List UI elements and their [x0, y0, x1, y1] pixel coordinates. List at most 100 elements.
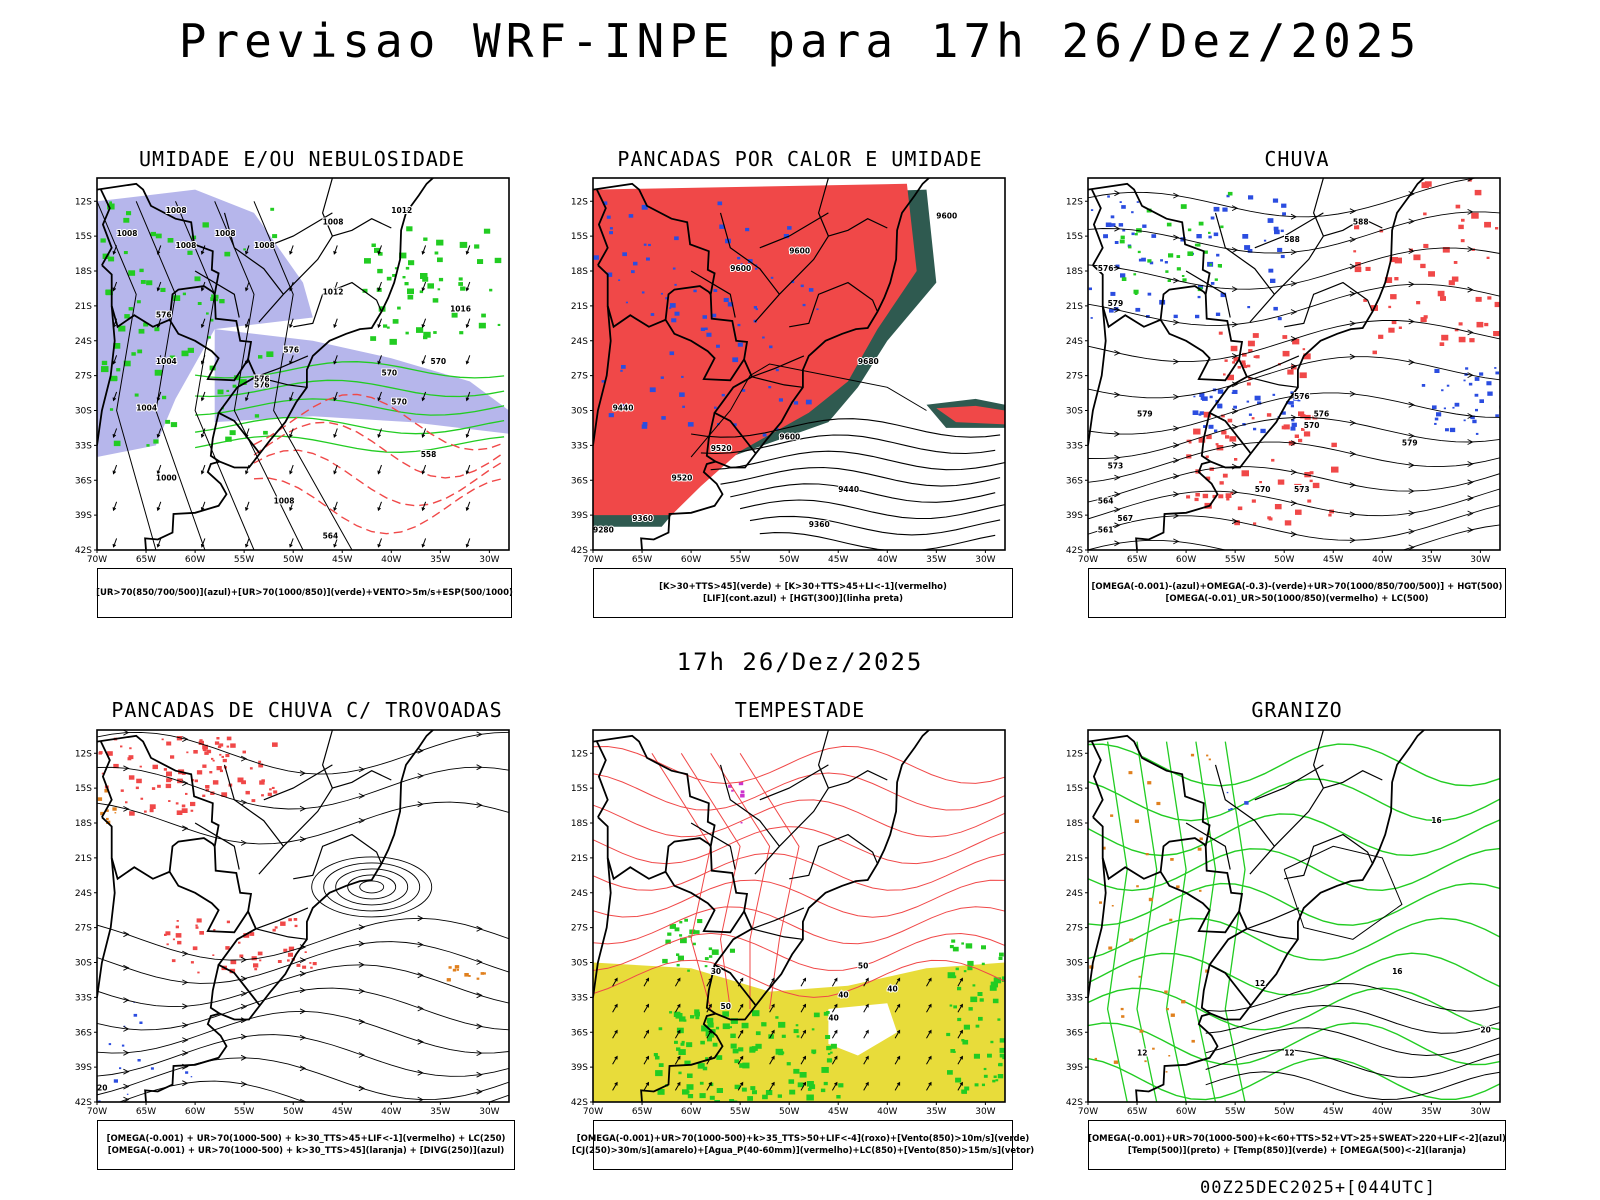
flow-arrow [358, 988, 365, 995]
flow-arrow [1173, 234, 1180, 241]
thunder-red-north2 [196, 736, 278, 803]
lon-tick-label: 55W [1225, 555, 1245, 565]
lat-tick-label: 33S [571, 441, 588, 451]
country-border [593, 857, 612, 998]
flow-arrow [299, 770, 307, 777]
map-frame [96, 177, 510, 551]
state-border [1246, 907, 1300, 930]
country-border [596, 741, 609, 818]
wind-vector [421, 391, 427, 402]
wind-vector [333, 318, 338, 329]
lon-tick-label: 55W [234, 555, 254, 565]
contour-label: 1000 [156, 473, 177, 482]
country-border [593, 305, 612, 446]
wind-850-green-east [946, 939, 1005, 1094]
wind-vector [112, 245, 118, 255]
country-border [1159, 285, 1207, 320]
flow-arrow [358, 1052, 365, 1058]
lon-tick-label: 70W [87, 555, 107, 565]
country-border [100, 189, 113, 266]
flow-arrow [182, 1080, 189, 1087]
state-border [194, 270, 240, 318]
flow-arrow [1467, 413, 1474, 419]
flow-arrow [1173, 491, 1180, 498]
lat-tick-label: 33S [1066, 993, 1083, 1003]
flow-arrow [417, 747, 424, 754]
contour-label: 558 [421, 450, 437, 459]
wind-vector [112, 281, 118, 292]
flow-arrow [182, 780, 189, 787]
streamline [97, 766, 509, 810]
contour-label: 1008 [254, 241, 275, 250]
lat-tick-label: 24S [75, 337, 92, 347]
flow-arrow [182, 825, 189, 832]
wind-vector [737, 1081, 744, 1091]
wind-vector [769, 1003, 775, 1013]
lon-tick-label: 60W [1176, 1107, 1196, 1117]
contour-label: 50 [858, 961, 868, 970]
contour-label: 16 [1392, 967, 1402, 976]
flow-arrow [417, 773, 424, 779]
lat-tick-label: 15S [75, 232, 92, 242]
forecast-map: 588 588 576 579 579 573 579 576 570 564 567 570 573 5… [1054, 172, 1510, 570]
flow-arrow [1114, 491, 1121, 498]
streamline [1088, 392, 1500, 435]
contour-label: 567 [1117, 514, 1133, 523]
state-border [255, 907, 309, 930]
wind-vector [421, 501, 427, 512]
flow-arrow [1114, 306, 1121, 313]
wind-vector [289, 428, 294, 438]
country-border [1159, 837, 1207, 872]
contour-label: 576 [254, 374, 270, 383]
flow-arrow [240, 755, 248, 762]
temp-850-contour [1088, 743, 1500, 787]
country-border [705, 964, 717, 1015]
wind-vector [245, 318, 250, 329]
lon-tick-label: 45W [828, 555, 848, 565]
wind-vector [674, 1003, 681, 1013]
lat-tick-label: 36S [1066, 476, 1083, 486]
wind-vector [863, 1003, 869, 1013]
flow-arrow [123, 765, 130, 772]
wind-vector [245, 391, 250, 402]
lon-tick-label: 35W [1421, 1107, 1441, 1117]
lat-tick-label: 21S [75, 854, 92, 864]
lat-tick-label: 12S [1066, 197, 1083, 207]
contour-label: 579 [1108, 299, 1124, 308]
map-frame [1087, 729, 1501, 1103]
flow-arrow [1408, 359, 1415, 366]
temp-850-contour-west [1224, 741, 1246, 1102]
flow-arrow [1114, 454, 1121, 461]
temp-850-contour [1088, 987, 1500, 1031]
lat-tick-label: 18S [75, 819, 92, 829]
flow-arrow [1467, 461, 1474, 467]
flow-arrow [1349, 537, 1356, 544]
flow-arrow [1290, 414, 1298, 421]
run-timestamp: 00Z25DEC2025+[044UTC] [1200, 1178, 1436, 1198]
flow-arrow [1114, 522, 1121, 529]
state-border [255, 355, 309, 378]
lat-tick-label: 12S [571, 749, 588, 759]
state-border [759, 764, 829, 801]
wind-850-green [653, 1009, 844, 1102]
flow-arrow [358, 1018, 365, 1025]
blue-humidity-area [97, 189, 313, 457]
contour-label: 9360 [809, 520, 830, 529]
flow-arrow [1114, 540, 1121, 547]
temp-850-contour-west [1106, 741, 1128, 1102]
contour-label: 9440 [613, 404, 634, 413]
flow-arrow [1290, 363, 1298, 370]
contour-label: 1008 [176, 241, 197, 250]
wind-vector [112, 501, 118, 512]
legend-caption: [UR>70(850/700/500)](azul)+[UR>70(1000/8… [96, 568, 513, 618]
state-border [754, 178, 830, 323]
flow-arrow [1173, 192, 1180, 199]
map-layers: 9600 9600 9600 9680 9520 9600 9520 9440 9440 9360… [593, 178, 1005, 550]
lon-tick-label: 40W [877, 555, 897, 565]
lon-tick-label: 60W [1176, 555, 1196, 565]
storm-purple [728, 781, 745, 824]
country-border [1200, 412, 1212, 463]
flow-arrow [123, 997, 130, 1004]
legend-caption: [K>30+TTS>45](verde) + [K>30+TTS>45+LI<-… [593, 568, 1013, 618]
state-border [719, 212, 780, 295]
